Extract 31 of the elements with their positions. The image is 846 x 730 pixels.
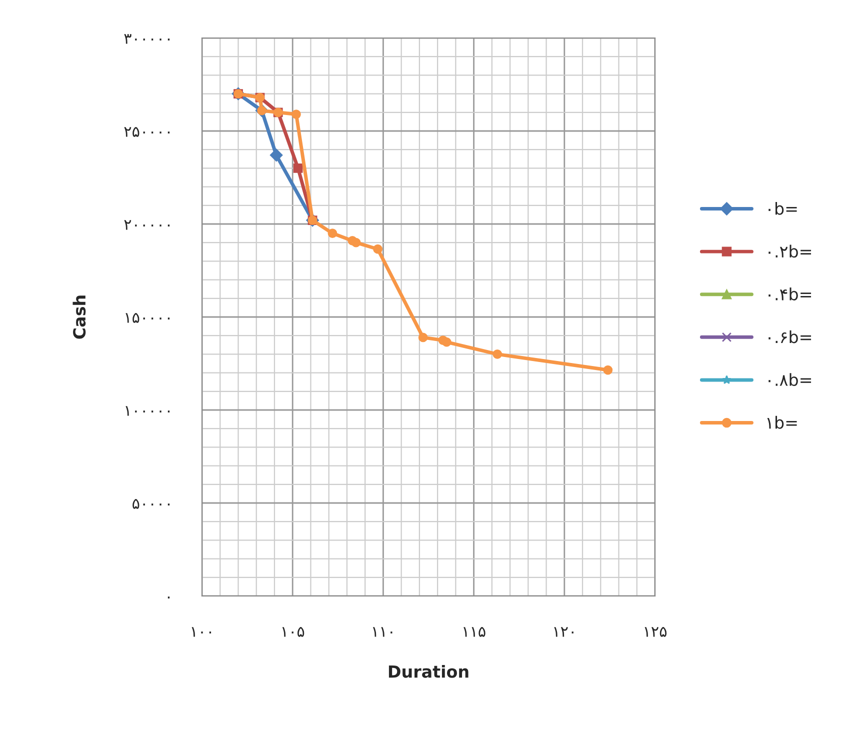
x-tick-label: ۱۲۰ bbox=[554, 627, 574, 637]
x-axis-title: Duration bbox=[388, 664, 468, 678]
y-tick-label: ۱۰۰۰۰۰ bbox=[126, 406, 170, 416]
legend-label: ۰.۶b= bbox=[768, 330, 812, 344]
point bbox=[442, 337, 452, 347]
y-tick-label: ۰ bbox=[168, 596, 170, 598]
y-tick-label: ۱۵۰۰۰۰ bbox=[126, 312, 170, 323]
legend-label: ۰.۸b= bbox=[768, 373, 812, 386]
x-tick-label: ۱۱۵ bbox=[464, 626, 486, 637]
x-tick-label: ۱۲۵ bbox=[644, 626, 667, 637]
point bbox=[492, 350, 502, 359]
point bbox=[603, 365, 613, 375]
point bbox=[351, 238, 361, 248]
point bbox=[328, 228, 338, 238]
point bbox=[373, 244, 382, 254]
y-tick-label: ۳۰۰۰۰۰ bbox=[124, 34, 170, 44]
y-tick-label: ۵۰۰۰۰ bbox=[132, 498, 170, 509]
x-tick-label: ۱۰۵ bbox=[282, 626, 304, 637]
x-tick-label: ۱۱۰ bbox=[372, 627, 392, 637]
point bbox=[292, 110, 301, 119]
point bbox=[270, 148, 283, 162]
legend-label: ۰.۲b= bbox=[768, 244, 812, 258]
point bbox=[418, 332, 428, 342]
y-tick-label: ۲۰۰۰۰۰ bbox=[124, 220, 170, 230]
x-tick-label: ۱۰۰ bbox=[192, 627, 212, 637]
legend-label: ۰.۴b= bbox=[768, 288, 812, 300]
legend-label: ۱b= bbox=[767, 416, 797, 429]
y-axis-title: Cash bbox=[72, 296, 86, 339]
y-tick-label: ۲۵۰۰۰۰ bbox=[124, 126, 170, 137]
point bbox=[293, 164, 303, 173]
legend-label: ۰b= bbox=[768, 202, 797, 215]
